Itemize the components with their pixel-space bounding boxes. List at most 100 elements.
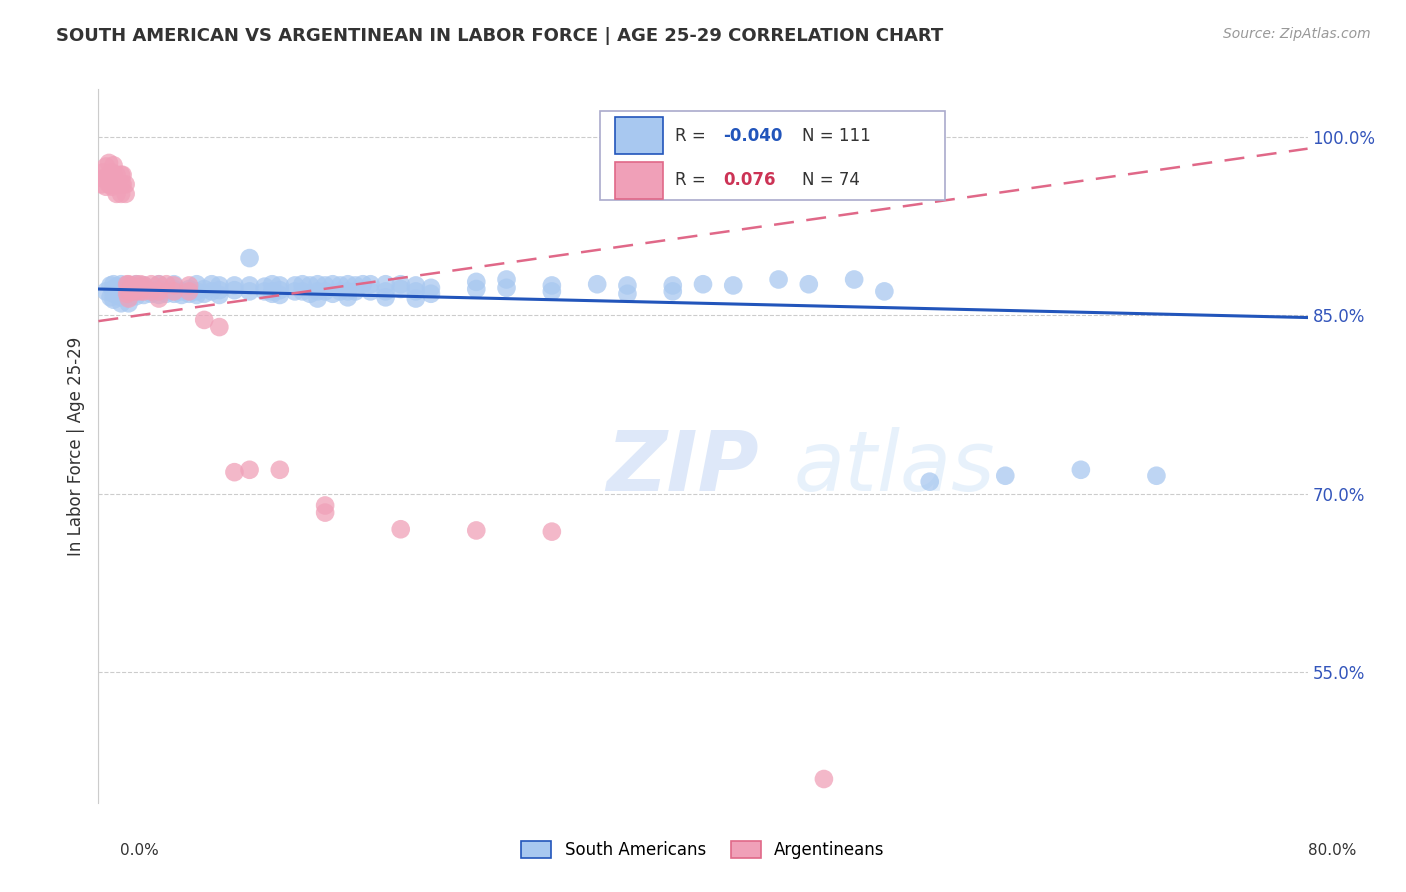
Point [616,286,638,301]
Point [224,465,246,479]
Point [114,278,136,293]
Point [224,283,246,297]
Point [873,285,896,299]
Point [336,277,359,292]
Point [269,278,291,293]
Point [155,286,177,301]
Point [114,186,136,201]
Point [103,277,125,292]
Point [179,278,201,293]
Legend: South Americans, Argentineans: South Americans, Argentineans [515,834,891,866]
Point [125,285,148,299]
Point [179,282,201,296]
Point [224,278,246,293]
Point [132,278,155,293]
Point [193,282,215,296]
Point [121,278,143,293]
Point [352,277,374,292]
Point [186,285,208,299]
Point [616,278,638,293]
Point [115,277,138,292]
Text: 80.0%: 80.0% [1309,843,1357,858]
Point [155,277,177,292]
Point [405,285,427,299]
Point [336,290,359,304]
Text: atlas: atlas [793,427,995,508]
Point [201,277,224,292]
Point [118,277,141,292]
Point [163,277,186,292]
Point [269,283,291,297]
Point [101,165,124,179]
Point [193,313,215,327]
Point [253,279,276,293]
Point [389,282,412,296]
Point [994,468,1017,483]
Point [100,168,122,182]
Point [239,251,262,265]
Point [132,282,155,296]
Point [110,186,132,201]
Point [110,296,132,310]
Point [1070,463,1092,477]
Point [723,278,745,293]
Point [115,286,138,301]
Point [360,285,382,299]
Point [284,278,307,293]
Point [329,285,352,299]
Point [163,278,186,293]
Point [105,285,128,299]
Point [389,277,412,292]
Text: ZIP: ZIP [606,427,759,508]
Text: 0.0%: 0.0% [120,843,159,858]
Point [114,286,136,301]
Point [148,285,170,299]
Text: 0.076: 0.076 [724,171,776,189]
Point [148,277,170,292]
Point [389,522,412,536]
Point [420,286,443,301]
Point [291,285,314,299]
Point [101,179,124,194]
Point [118,278,141,293]
Point [307,292,329,306]
Point [307,277,329,292]
Point [105,279,128,293]
Point [105,186,128,201]
Point [269,463,291,477]
Point [344,278,367,293]
Point [586,277,609,292]
Point [103,168,125,182]
Point [768,272,790,286]
Point [336,285,359,299]
Bar [614,161,664,199]
Point [125,277,148,292]
Point [110,290,132,304]
Point [540,524,562,539]
Text: SOUTH AMERICAN VS ARGENTINEAN IN LABOR FORCE | AGE 25-29 CORRELATION CHART: SOUTH AMERICAN VS ARGENTINEAN IN LABOR F… [56,27,943,45]
Point [94,285,117,299]
Point [121,285,143,299]
Point [360,277,382,292]
Point [405,278,427,293]
Point [155,285,177,299]
Point [374,285,396,299]
Point [132,288,155,302]
Point [110,285,132,299]
Point [291,277,314,292]
Point [253,285,276,299]
Point [465,282,488,296]
FancyBboxPatch shape [600,111,945,200]
Point [239,278,262,293]
Point [269,288,291,302]
Point [94,179,117,194]
Point [141,286,163,301]
Point [110,277,132,292]
Text: -0.040: -0.040 [724,127,783,145]
Point [262,285,284,299]
Point [179,286,201,301]
Point [540,285,562,299]
Point [148,282,170,296]
Point [201,285,224,299]
Point [118,282,141,296]
